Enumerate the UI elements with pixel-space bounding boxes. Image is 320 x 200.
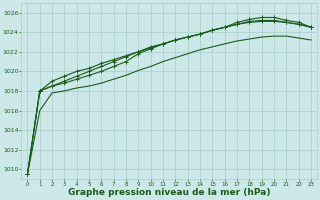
X-axis label: Graphe pression niveau de la mer (hPa): Graphe pression niveau de la mer (hPa) [68,188,270,197]
